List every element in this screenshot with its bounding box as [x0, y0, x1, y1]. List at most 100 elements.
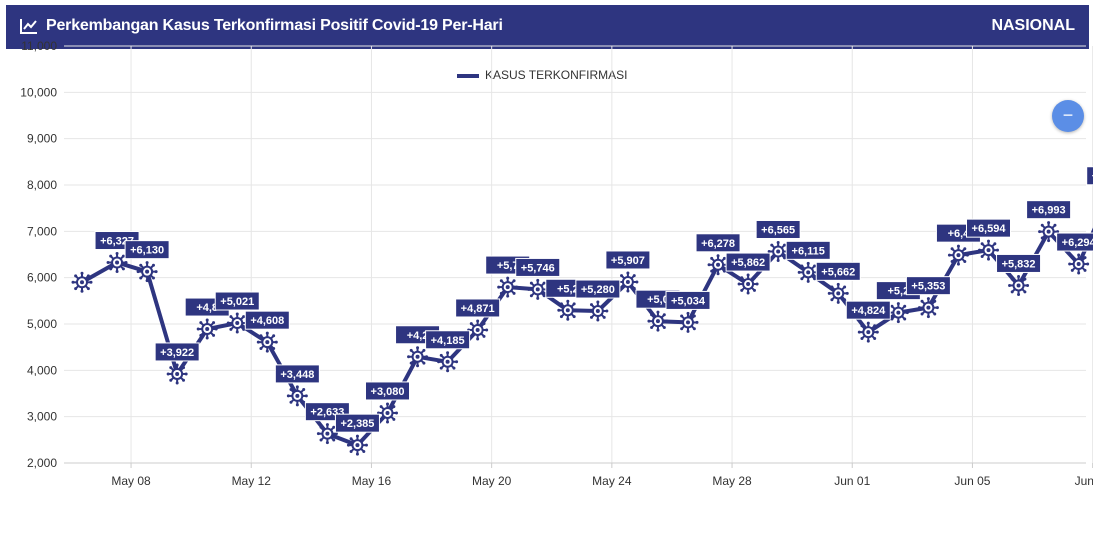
- collapse-button[interactable]: −: [1052, 100, 1084, 132]
- data-label: +4,824: [845, 300, 891, 320]
- data-point-marker[interactable]: [947, 244, 969, 266]
- line-chart: 2,000 3,000 4,000 5,000 6,000 7,000 8,000 9,000…: [20, 39, 1093, 488]
- chart-title: Perkembangan Kasus Terkonfirmasi Positif…: [46, 17, 503, 34]
- data-point-marker[interactable]: [917, 297, 939, 319]
- data-point-marker[interactable]: [407, 346, 429, 368]
- data-label: +5,832: [996, 253, 1042, 273]
- data-label: +5,862: [725, 252, 771, 272]
- data-point-marker[interactable]: [437, 351, 459, 373]
- y-tick-label: 10,000: [20, 85, 57, 99]
- svg-text:+6,594: +6,594: [972, 223, 1007, 235]
- data-point-marker[interactable]: [797, 261, 819, 283]
- data-point-marker[interactable]: [557, 299, 579, 321]
- data-point-marker[interactable]: [1038, 221, 1060, 243]
- data-point-marker[interactable]: [737, 273, 759, 295]
- chart-header: Perkembangan Kasus Terkonfirmasi Positif…: [6, 5, 1089, 49]
- data-point-marker[interactable]: [887, 302, 909, 324]
- legend[interactable]: KASUS TERKONFIRMASI: [457, 68, 627, 82]
- data-point-marker[interactable]: [647, 310, 669, 332]
- data-point-marker[interactable]: [136, 261, 158, 283]
- data-point-marker[interactable]: [106, 252, 128, 274]
- legend-swatch: [457, 73, 479, 78]
- y-tick-label: 3,000: [27, 410, 57, 424]
- svg-text:+5,0: +5,0: [647, 294, 669, 306]
- svg-text:+5,034: +5,034: [671, 295, 706, 307]
- data-label: +6,594: [966, 218, 1011, 238]
- svg-text:+4,608: +4,608: [250, 315, 284, 327]
- data-label: +5,280: [575, 279, 621, 299]
- data-point-marker[interactable]: [677, 311, 699, 333]
- y-tick-label: 2,000: [27, 456, 57, 470]
- svg-text:+5,2: +5,2: [557, 283, 579, 295]
- x-tick-label: May 28: [712, 474, 752, 488]
- y-tick-label: 9,000: [27, 132, 57, 146]
- svg-text:+5,746: +5,746: [521, 262, 555, 274]
- data-label: +5,907: [605, 250, 651, 270]
- svg-text:+4,824: +4,824: [851, 305, 886, 317]
- svg-text:+6,130: +6,130: [130, 245, 164, 257]
- x-tick-label: May 16: [352, 474, 392, 488]
- data-label: +5,021: [214, 291, 260, 311]
- svg-text:+4,185: +4,185: [431, 335, 465, 347]
- data-point-marker[interactable]: [256, 331, 278, 353]
- data-label: +6,278: [695, 233, 741, 253]
- data-point-marker[interactable]: [71, 271, 93, 293]
- x-tick-label: Jun 05: [954, 474, 990, 488]
- data-point-marker[interactable]: [587, 300, 609, 322]
- data-label: +5,662: [815, 261, 861, 281]
- data-point-marker[interactable]: [497, 276, 519, 298]
- data-point-marker[interactable]: [1068, 253, 1090, 275]
- svg-text:+5,662: +5,662: [821, 266, 855, 278]
- x-tick-label: May 24: [592, 474, 632, 488]
- y-tick-label: 11,000: [21, 39, 57, 53]
- data-point-marker[interactable]: [527, 278, 549, 300]
- data-point-marker[interactable]: [857, 321, 879, 343]
- svg-text:+6,278: +6,278: [701, 238, 735, 250]
- svg-text:+4,8: +4,8: [196, 302, 218, 314]
- data-label: +6,4: [935, 223, 981, 243]
- data-label: +3,080: [365, 381, 410, 401]
- data-point-marker[interactable]: [707, 254, 729, 276]
- data-point-marker[interactable]: [166, 363, 188, 385]
- svg-text:+4,2: +4,2: [407, 330, 429, 342]
- svg-text:+3,448: +3,448: [280, 369, 314, 381]
- x-tick-label: Jun 09: [1075, 474, 1093, 488]
- data-point-marker[interactable]: [377, 402, 398, 424]
- data-label: +4,185: [425, 330, 471, 350]
- data-label: +6,130: [124, 240, 170, 260]
- data-point-marker[interactable]: [827, 282, 849, 304]
- data-point-marker[interactable]: [467, 319, 489, 341]
- x-tick-label: May 20: [472, 474, 512, 488]
- data-point-marker[interactable]: [346, 434, 368, 456]
- data-label: +5,353: [905, 276, 951, 296]
- data-label: +6,993: [1026, 200, 1072, 220]
- region-label: NASIONAL: [991, 17, 1075, 34]
- svg-text:+3,080: +3,080: [371, 386, 405, 398]
- data-label: +4,608: [244, 310, 290, 330]
- svg-text:+5,280: +5,280: [581, 284, 615, 296]
- data-label: +6,294: [1056, 232, 1093, 252]
- svg-text:+5,862: +5,862: [731, 257, 765, 269]
- y-tick-label: 5,000: [27, 317, 57, 331]
- data-point-marker[interactable]: [1008, 274, 1030, 296]
- line-chart-icon: [20, 19, 37, 34]
- data-point-marker[interactable]: [978, 239, 999, 261]
- data-point-marker[interactable]: [767, 240, 789, 262]
- svg-text:+5,2: +5,2: [887, 286, 909, 298]
- y-tick-label: 6,000: [27, 271, 57, 285]
- data-point-marker[interactable]: [226, 312, 248, 334]
- svg-text:+5,021: +5,021: [220, 296, 254, 308]
- svg-text:+4,871: +4,871: [461, 303, 495, 315]
- svg-text:+5,353: +5,353: [911, 281, 945, 293]
- svg-text:+5,832: +5,832: [1002, 258, 1036, 270]
- data-point-marker[interactable]: [617, 271, 639, 293]
- data-label: +7,725: [1086, 166, 1093, 186]
- data-point-marker[interactable]: [286, 385, 308, 407]
- data-point-marker[interactable]: [316, 423, 338, 445]
- svg-text:+6,294: +6,294: [1062, 237, 1093, 249]
- svg-text:+6,115: +6,115: [792, 245, 825, 257]
- svg-text:+6,4: +6,4: [948, 228, 971, 240]
- x-tick-label: May 12: [232, 474, 272, 488]
- data-point-marker[interactable]: [196, 318, 218, 340]
- svg-text:+5,907: +5,907: [611, 255, 645, 267]
